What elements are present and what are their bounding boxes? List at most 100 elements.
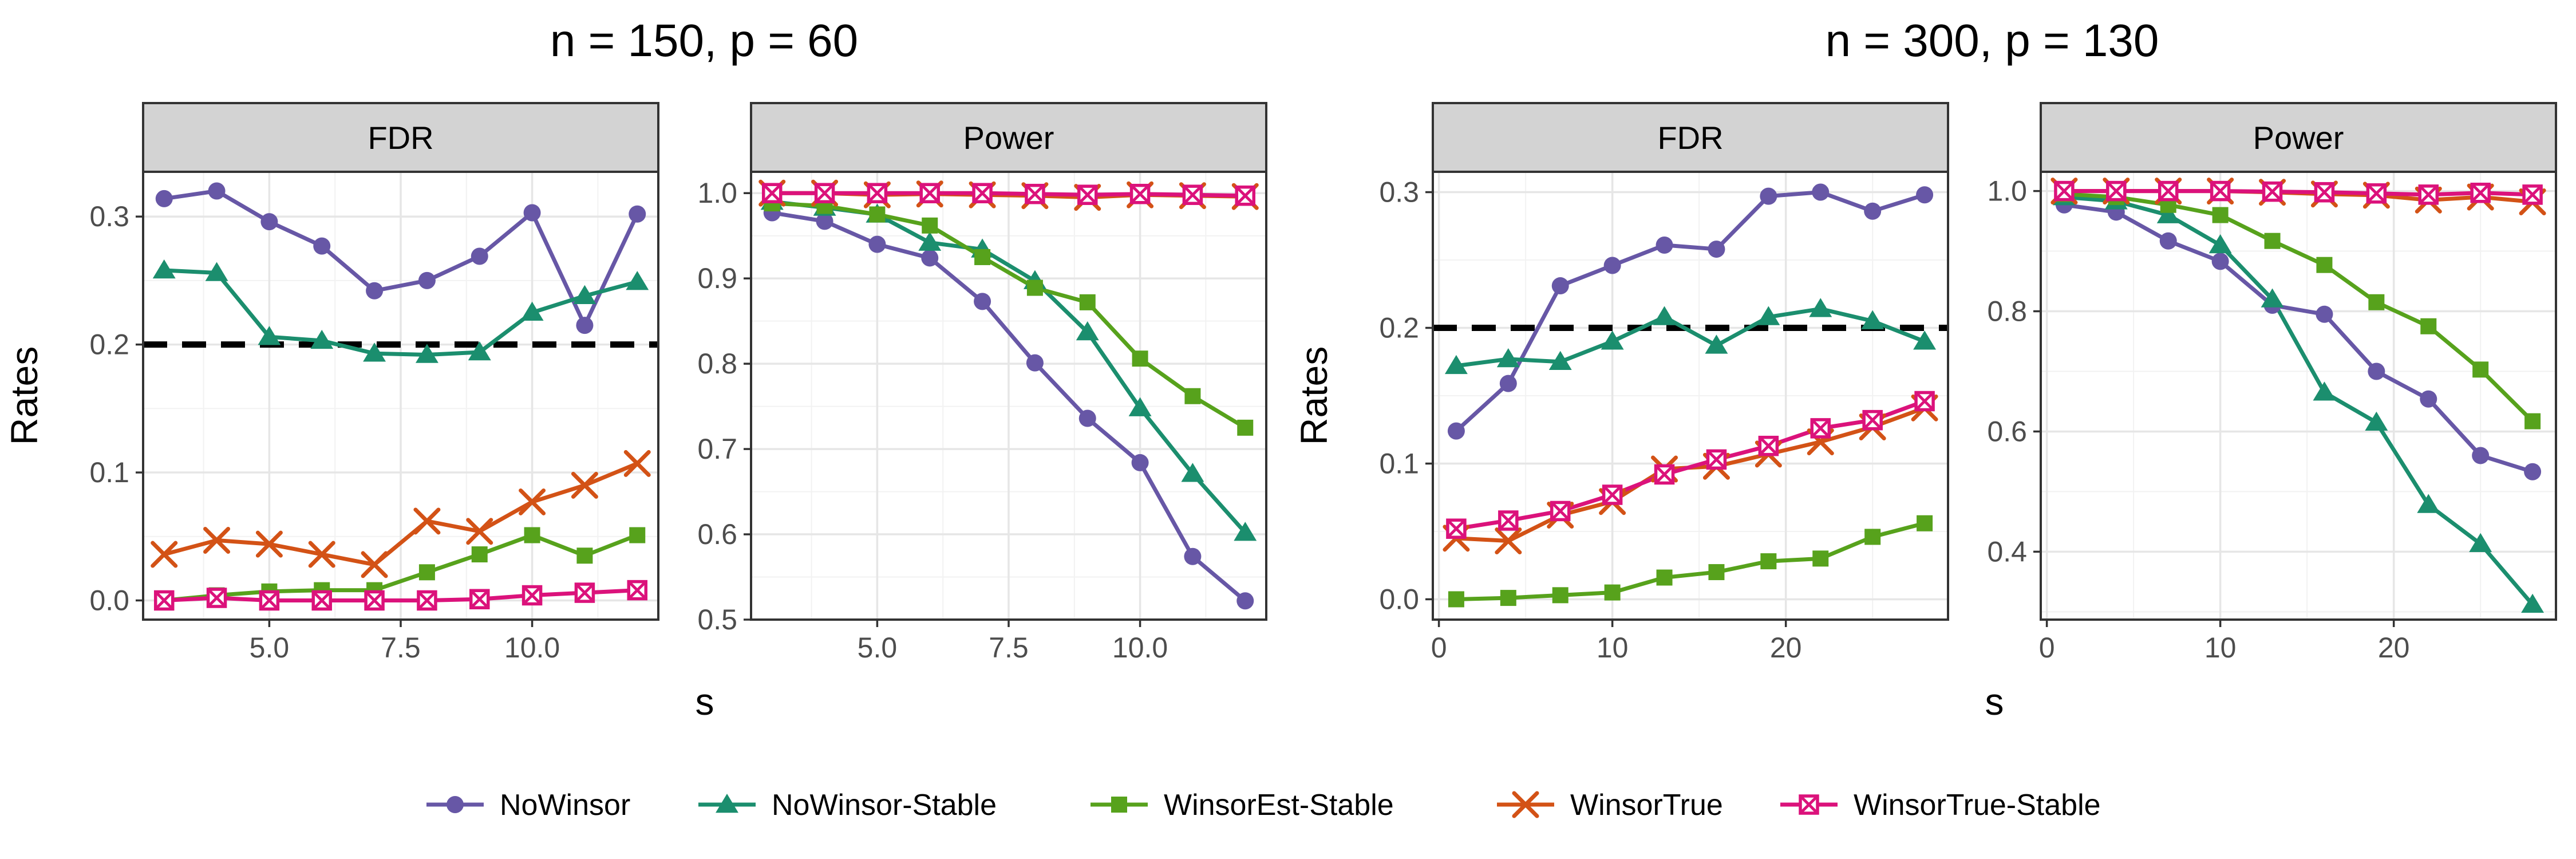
data-point	[974, 293, 991, 310]
x-tick-label: 10	[1597, 632, 1629, 664]
data-point	[1184, 388, 1201, 404]
y-tick-label: 0.6	[1987, 415, 2027, 447]
data-point	[1708, 564, 1725, 581]
x-axis-label: s	[696, 680, 714, 723]
data-point	[1656, 236, 1673, 254]
data-point	[471, 546, 488, 563]
data-point	[1026, 279, 1043, 296]
series-line-nowinsor	[1455, 190, 1926, 433]
data-point	[1444, 354, 1468, 375]
data-point-cross	[815, 183, 835, 203]
data-point	[1812, 550, 1829, 567]
strip	[2040, 102, 2557, 173]
data-point	[2313, 381, 2336, 401]
data-point	[2212, 207, 2229, 223]
data-point	[1131, 454, 1149, 471]
data-point	[524, 527, 540, 543]
data-point	[520, 301, 544, 321]
data-point	[1656, 569, 1673, 586]
data-point	[1448, 591, 1464, 608]
y-tick-label: 0.3	[1379, 176, 1419, 208]
y-tick-label: 0.6	[697, 518, 737, 550]
data-point	[1861, 310, 1884, 329]
data-point	[2472, 447, 2490, 464]
data-point	[1913, 330, 1937, 350]
series-line-winsortrue-stable	[772, 191, 1246, 198]
series-line-winsortrue	[163, 462, 638, 567]
legend-marker-cross	[1799, 795, 1819, 814]
series-line-nowinsor	[2064, 203, 2534, 474]
data-point	[576, 317, 594, 334]
data-point-cross	[2366, 184, 2387, 203]
legend-label: NoWinsor-Stable	[772, 789, 997, 822]
data-point	[2264, 233, 2281, 249]
series-markers-winsorest-stable	[1448, 515, 1933, 608]
data-point-cross	[365, 590, 384, 610]
data-point	[1551, 277, 1569, 295]
strip	[750, 102, 1267, 173]
data-point	[1078, 409, 1096, 427]
legend-marker	[716, 794, 738, 813]
data-point	[519, 488, 546, 515]
data-point	[1809, 298, 1832, 317]
data-point	[629, 205, 646, 223]
data-point	[1234, 522, 1257, 541]
y-tick-label: 0.0	[89, 584, 129, 616]
x-tick-label: 20	[2378, 632, 2410, 664]
data-point	[413, 507, 441, 535]
data-point	[1708, 241, 1725, 258]
data-point	[1917, 515, 1933, 531]
legend-item-nowinsor-stable: NoWinsor-Stable	[698, 789, 997, 822]
data-point	[1653, 306, 1676, 325]
panel-fdr: FDR 0.0 0.1 0.2 0.3 5.0 7.5 10.0	[89, 102, 659, 664]
legend-marker	[1111, 797, 1127, 813]
y-tick-label: 1.0	[1987, 175, 2027, 207]
panel-power: Power 0.4 0.6 0.8 1.0 0 10 20	[1987, 102, 2557, 664]
data-point	[1026, 354, 1044, 372]
chart-title: n = 300, p = 130	[1826, 15, 2159, 66]
data-point	[2159, 232, 2177, 250]
data-point-cross	[207, 588, 227, 608]
data-point-cross	[1654, 464, 1674, 484]
data-point	[921, 249, 939, 267]
data-point	[2469, 533, 2492, 552]
data-point	[869, 206, 886, 223]
strip	[1432, 102, 1949, 173]
data-point-cross	[920, 183, 940, 203]
data-point	[255, 530, 283, 558]
data-point	[1812, 183, 1830, 201]
data-point	[573, 285, 596, 304]
legend-item-winsorest-stable: WinsorEst-Stable	[1091, 789, 1394, 822]
series-markers-winsortrue	[151, 450, 651, 578]
data-point-cross	[1447, 519, 1466, 538]
series-line-nowinsor-stable	[1456, 306, 1926, 368]
data-point	[1495, 527, 1522, 555]
data-point	[1184, 547, 1202, 565]
data-point	[203, 526, 231, 554]
data-point	[363, 342, 386, 362]
data-point	[1916, 186, 1934, 204]
data-point	[1601, 330, 1624, 350]
panel-power: Power 0.5 0.6 0.7 0.8 0.9 1.0 5.0 7.5 10.0	[697, 102, 1267, 664]
y-tick-label: 0.5	[697, 604, 737, 636]
strip-label: FDR	[1657, 120, 1723, 156]
data-point-cross	[2262, 182, 2282, 202]
y-tick-label: 0.8	[1987, 295, 2027, 328]
data-point	[1757, 306, 1780, 325]
y-tick-label: 0.7	[697, 433, 737, 465]
series-line-winsorest-stable	[772, 201, 1247, 430]
legend-item-winsortrue: WinsorTrue	[1497, 789, 1723, 822]
data-point-cross	[2523, 185, 2542, 204]
panel-fdr: FDR 0.0 0.1 0.2 0.3 0 10 20	[1379, 102, 1949, 664]
data-point	[576, 547, 593, 564]
data-point	[258, 326, 281, 345]
strip-label: Power	[963, 120, 1054, 156]
series-line-nowinsor-stable	[2064, 195, 2534, 606]
data-point-cross	[1550, 501, 1570, 521]
data-point-cross	[1863, 410, 1882, 430]
legend-label: WinsorTrue	[1570, 789, 1723, 822]
data-point	[2420, 318, 2437, 334]
data-point	[313, 237, 331, 255]
y-tick-label: 0.9	[697, 262, 737, 294]
data-point-cross	[973, 183, 992, 203]
